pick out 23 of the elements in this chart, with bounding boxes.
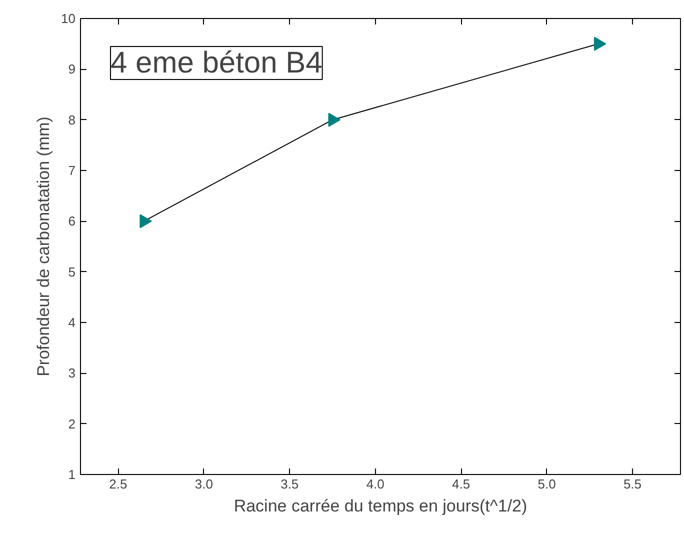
y-axis-title: Profondeur de carbonatation (mm) xyxy=(34,116,54,376)
y-tick-label: 1 xyxy=(68,467,76,482)
y-tick-label: 4 xyxy=(68,315,76,330)
x-tick-label: 2.5 xyxy=(109,476,128,492)
x-tick-label: 4.5 xyxy=(452,476,470,492)
y-tick-label: 3 xyxy=(68,366,76,381)
y-tick-label: 2 xyxy=(68,416,76,432)
y-tick-label: 6 xyxy=(68,214,76,229)
y-tick-label: 5 xyxy=(68,264,76,280)
y-tick-label: 8 xyxy=(68,112,76,128)
point xyxy=(140,214,152,228)
y-tick-label: 10 xyxy=(61,11,76,26)
text: 4 eme béton B4 xyxy=(110,46,322,80)
x-axis-title: Racine carrée du temps en jours(t^1/2) xyxy=(234,496,528,516)
x-tick-label: 5.5 xyxy=(623,476,642,492)
point xyxy=(594,36,606,51)
x-tick-label: 5.0 xyxy=(538,476,556,492)
y-tick-label: 9 xyxy=(68,62,76,77)
x-tick-label: 4.0 xyxy=(366,476,384,492)
x-tick-label: 3.5 xyxy=(280,476,299,492)
point xyxy=(328,112,341,127)
x-tick-label: 3.0 xyxy=(194,476,213,492)
y-tick-label: 7 xyxy=(68,163,76,178)
